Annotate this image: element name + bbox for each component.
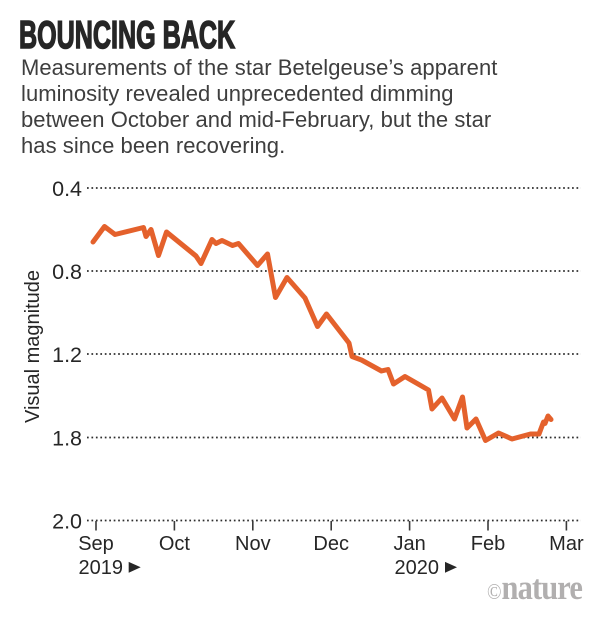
svg-text:1.2: 1.2 <box>52 343 82 367</box>
svg-text:Mar: Mar <box>549 533 584 555</box>
svg-text:Visual magnitude: Visual magnitude <box>22 270 44 423</box>
svg-text:Jan: Jan <box>393 533 425 555</box>
svg-text:2019: 2019 <box>79 557 124 579</box>
svg-text:Oct: Oct <box>159 533 191 555</box>
svg-text:0.8: 0.8 <box>52 260 82 284</box>
svg-text:0.4: 0.4 <box>52 177 82 201</box>
svg-text:Sep: Sep <box>78 533 114 555</box>
svg-text:1.8: 1.8 <box>52 426 82 450</box>
svg-text:2.0: 2.0 <box>52 509 82 533</box>
svg-text:Dec: Dec <box>313 533 349 555</box>
svg-text:2020: 2020 <box>395 557 440 579</box>
svg-text:Nov: Nov <box>235 533 271 555</box>
svg-text:Feb: Feb <box>471 533 505 555</box>
